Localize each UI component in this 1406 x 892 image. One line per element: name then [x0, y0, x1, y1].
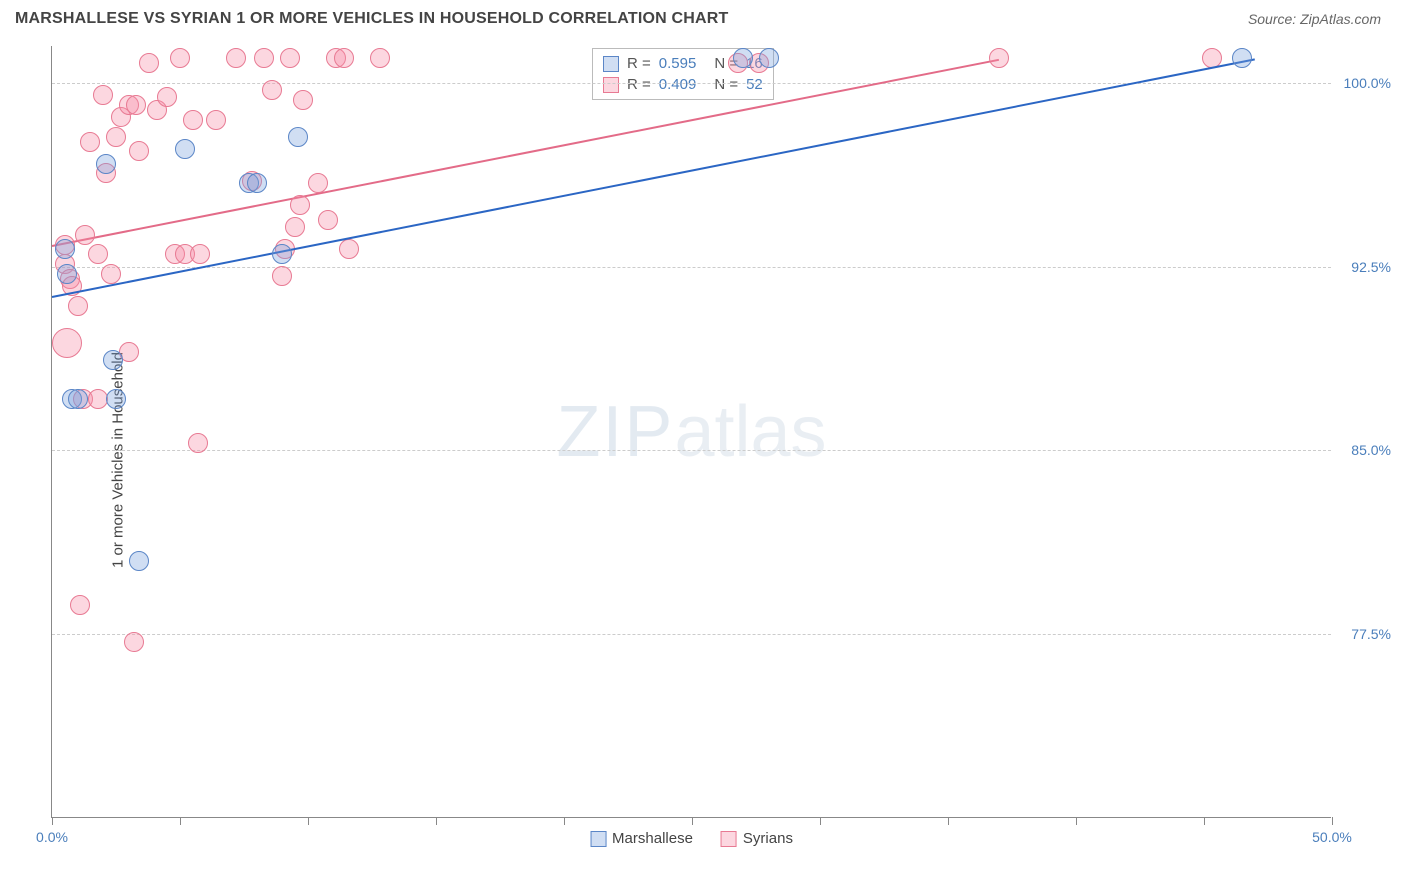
data-point	[52, 328, 82, 358]
x-tick	[1204, 817, 1205, 825]
x-tick	[52, 817, 53, 825]
x-tick	[1076, 817, 1077, 825]
legend-swatch	[721, 831, 737, 847]
data-point	[129, 551, 149, 571]
data-point	[280, 48, 300, 68]
chart-title: MARSHALLESE VS SYRIAN 1 OR MORE VEHICLES…	[15, 10, 729, 28]
x-tick	[820, 817, 821, 825]
data-point	[370, 48, 390, 68]
y-tick-label: 100.0%	[1344, 75, 1391, 91]
data-point	[103, 350, 123, 370]
y-tick-label: 92.5%	[1351, 259, 1391, 275]
data-point	[290, 195, 310, 215]
data-point	[106, 127, 126, 147]
data-point	[80, 132, 100, 152]
data-point	[183, 110, 203, 130]
data-point	[285, 217, 305, 237]
stat-r-value: 0.409	[659, 76, 697, 93]
data-point	[96, 154, 116, 174]
data-point	[68, 389, 88, 409]
data-point	[308, 173, 328, 193]
data-point	[88, 244, 108, 264]
data-point	[206, 110, 226, 130]
x-tick	[1332, 817, 1333, 825]
chart-container: 1 or more Vehicles in Household ZIPatlas…	[15, 40, 1391, 880]
data-point	[1232, 48, 1252, 68]
legend: Marshallese Syrians	[590, 830, 793, 847]
legend-swatch	[590, 831, 606, 847]
stat-label: R =	[627, 76, 651, 93]
gridline	[52, 450, 1331, 451]
y-tick-label: 85.0%	[1351, 442, 1391, 458]
x-tick-label: 50.0%	[1312, 829, 1352, 845]
data-point	[157, 87, 177, 107]
data-point	[68, 296, 88, 316]
x-tick	[308, 817, 309, 825]
data-point	[55, 239, 75, 259]
watermark: ZIPatlas	[556, 391, 826, 473]
data-point	[124, 632, 144, 652]
data-point	[334, 48, 354, 68]
source-attribution: Source: ZipAtlas.com	[1248, 11, 1381, 27]
stats-row: R = 0.409 N = 52	[603, 74, 763, 95]
data-point	[70, 595, 90, 615]
data-point	[106, 389, 126, 409]
series-swatch	[603, 77, 619, 93]
data-point	[262, 80, 282, 100]
data-point	[93, 85, 113, 105]
stat-r-value: 0.595	[659, 55, 697, 72]
data-point	[989, 48, 1009, 68]
gridline	[52, 634, 1331, 635]
data-point	[75, 225, 95, 245]
data-point	[129, 141, 149, 161]
data-point	[190, 244, 210, 264]
x-tick-label: 0.0%	[36, 829, 68, 845]
data-point	[288, 127, 308, 147]
gridline	[52, 267, 1331, 268]
plot-area: ZIPatlas R =0.595N =16R =0.409N =52 Mars…	[51, 46, 1331, 818]
data-point	[293, 90, 313, 110]
x-tick	[436, 817, 437, 825]
x-tick	[180, 817, 181, 825]
y-tick-label: 77.5%	[1351, 626, 1391, 642]
data-point	[188, 433, 208, 453]
data-point	[170, 48, 190, 68]
data-point	[57, 264, 77, 284]
data-point	[254, 48, 274, 68]
data-point	[759, 48, 779, 68]
data-point	[339, 239, 359, 259]
data-point	[733, 48, 753, 68]
data-point	[318, 210, 338, 230]
stat-label: N =	[714, 76, 738, 93]
stat-label: R =	[627, 55, 651, 72]
legend-item: Marshallese	[590, 830, 693, 847]
legend-label: Syrians	[743, 830, 793, 847]
data-point	[272, 266, 292, 286]
data-point	[226, 48, 246, 68]
data-point	[139, 53, 159, 73]
stat-n-value: 52	[746, 76, 763, 93]
data-point	[126, 95, 146, 115]
data-point	[272, 244, 292, 264]
data-point	[247, 173, 267, 193]
x-tick	[564, 817, 565, 825]
data-point	[175, 139, 195, 159]
data-point	[101, 264, 121, 284]
legend-label: Marshallese	[612, 830, 693, 847]
x-tick	[948, 817, 949, 825]
legend-item: Syrians	[721, 830, 793, 847]
series-swatch	[603, 56, 619, 72]
x-tick	[692, 817, 693, 825]
